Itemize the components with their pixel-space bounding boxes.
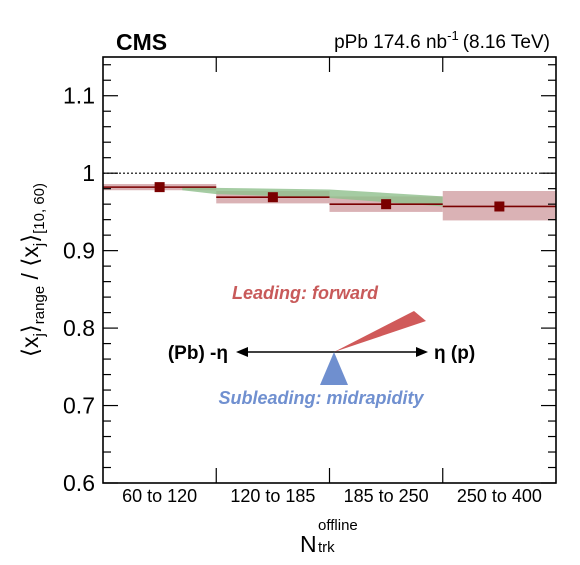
y-tick-label: 1.1 xyxy=(63,83,95,109)
y-axis-ticks: 0.6 0.7 0.8 0.9 1 1.1 xyxy=(63,64,556,496)
plot-frame xyxy=(102,56,557,484)
data-point-2 xyxy=(381,199,392,210)
leading-label: Leading: forward xyxy=(232,283,379,303)
lumi-exponent: -1 xyxy=(447,28,459,43)
x-axis-tick-labels: 60 to 120 120 to 185 185 to 250 250 to 400 xyxy=(122,486,542,506)
x-axis-label-sub: trk xyxy=(318,539,335,556)
x-tick-label: 60 to 120 xyxy=(122,486,197,506)
lumi-prefix: pPb 174.6 nb xyxy=(334,32,447,53)
y-tick-label: 0.6 xyxy=(63,470,95,496)
y-tick-label: 0.9 xyxy=(63,238,95,264)
y-axis-label: ⟨xj⟩range / ⟨xj⟩[10, 60) xyxy=(17,183,48,357)
leading-wedge xyxy=(334,311,426,352)
subleading-label: Subleading: midrapidity xyxy=(218,388,424,408)
right-arrow-head xyxy=(416,347,428,357)
plot-border xyxy=(102,56,557,484)
luminosity-label: pPb 174.6 nb-1 (8.16 TeV) xyxy=(334,28,550,53)
experiment-label: CMS xyxy=(116,29,167,55)
data-point-1 xyxy=(267,192,278,203)
x-axis-label: N xyxy=(300,531,317,557)
left-arrow-label: (Pb) -η xyxy=(168,343,228,364)
right-arrow-label: η (p) xyxy=(434,343,475,364)
x-tick-label: 185 to 250 xyxy=(344,486,429,506)
data-point-3 xyxy=(494,201,505,212)
data-series xyxy=(103,182,556,212)
x-tick-label: 120 to 185 xyxy=(230,486,315,506)
y-tick-label: 0.8 xyxy=(63,315,95,341)
left-arrow-head xyxy=(236,347,248,357)
y-tick-label: 1 xyxy=(82,160,95,186)
energy-label: (8.16 TeV) xyxy=(463,32,550,53)
data-point-0 xyxy=(154,182,165,193)
y-tick-label: 0.7 xyxy=(63,393,95,419)
x-axis-label-sup: offline xyxy=(318,517,358,534)
x-tick-label: 250 to 400 xyxy=(457,486,542,506)
subleading-wedge xyxy=(320,352,348,385)
